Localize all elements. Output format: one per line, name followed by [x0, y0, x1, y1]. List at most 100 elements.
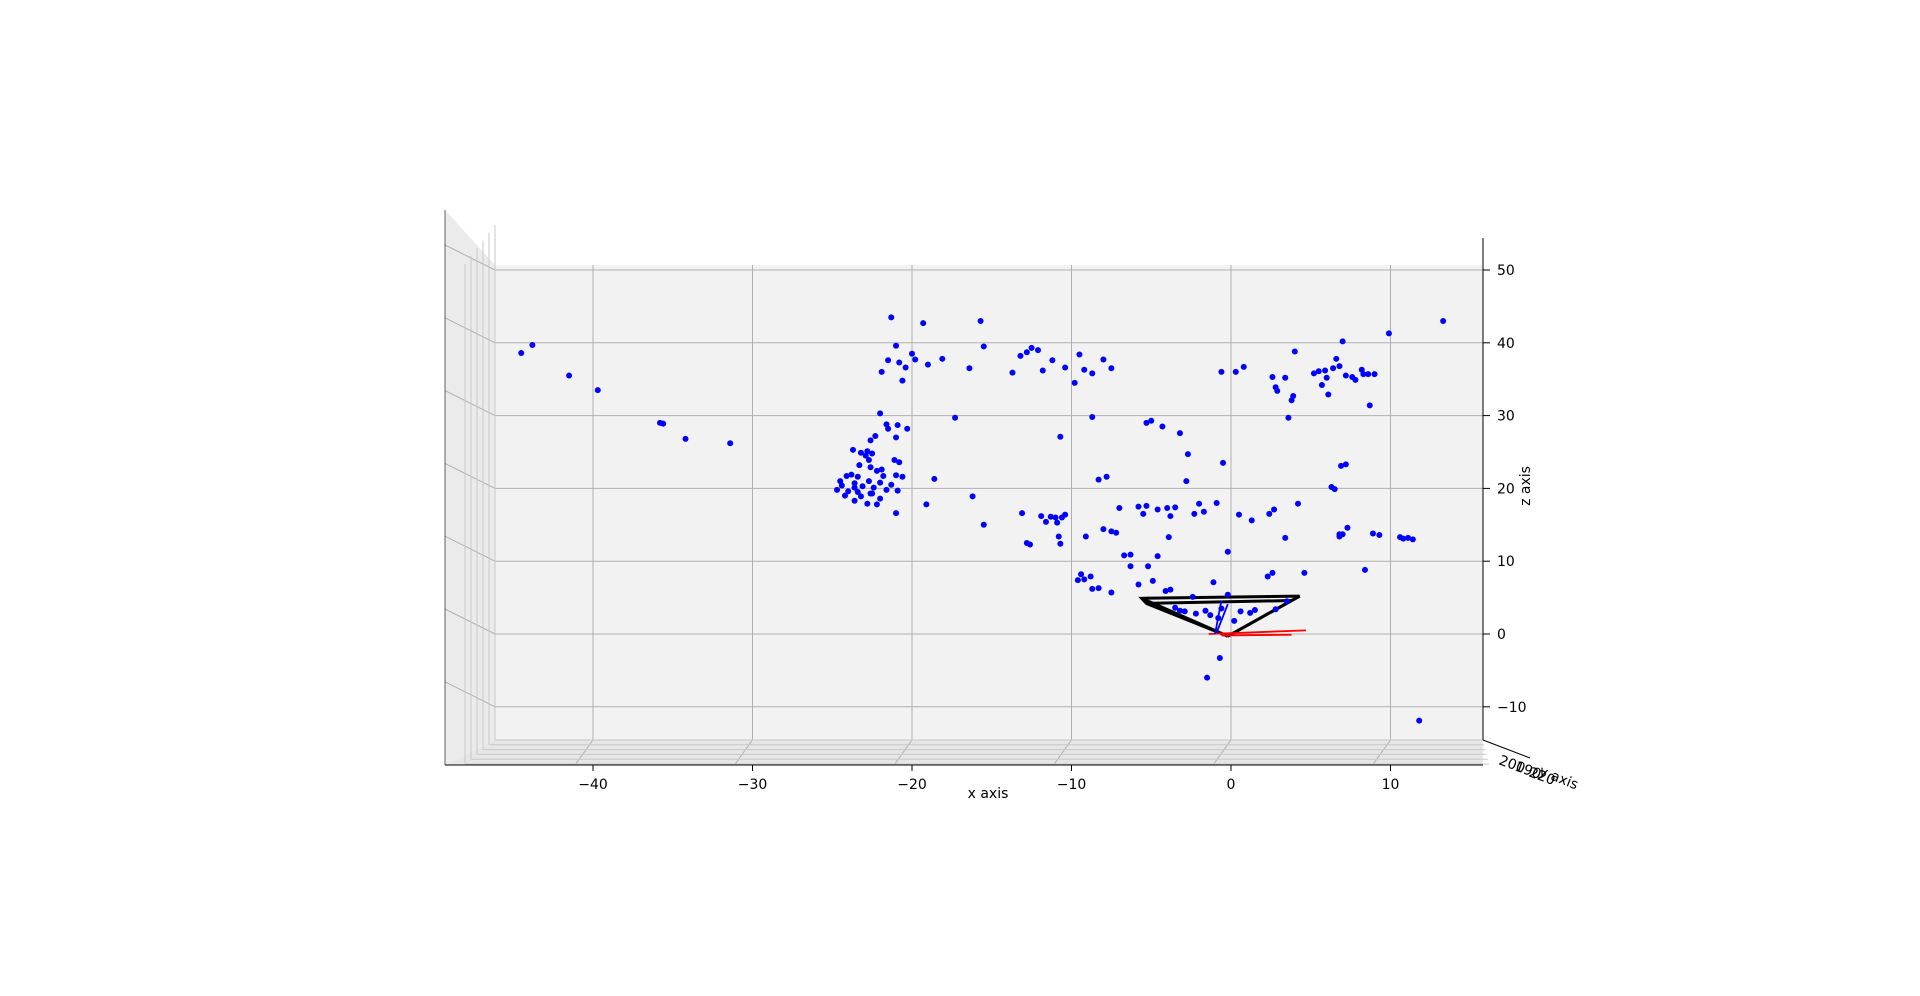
data-point	[1143, 419, 1150, 426]
data-point	[518, 349, 525, 356]
data-point	[1269, 374, 1276, 381]
data-point	[1251, 606, 1258, 613]
data-point	[1371, 371, 1378, 378]
data-point	[1108, 528, 1115, 535]
data-point	[902, 364, 909, 371]
x-tick-label: −10	[1057, 777, 1087, 793]
data-point	[1081, 366, 1088, 373]
data-point	[1237, 608, 1244, 615]
x-tick-label: −40	[578, 777, 608, 793]
data-point	[920, 320, 927, 327]
data-point	[1318, 382, 1325, 389]
data-point	[1336, 363, 1343, 370]
z-side-grid-line	[444, 462, 496, 489]
data-point	[893, 510, 900, 517]
z-side-grid-line	[444, 535, 496, 562]
data-point	[1049, 357, 1056, 364]
data-point	[842, 492, 849, 499]
x-tick-label: −20	[897, 777, 927, 793]
data-point	[1220, 459, 1227, 466]
data-point	[893, 342, 900, 349]
data-point	[869, 490, 876, 497]
data-point	[859, 483, 866, 490]
data-point	[1315, 368, 1322, 375]
data-point	[899, 377, 906, 384]
z-side-grid-line	[444, 608, 496, 635]
z-side-grid-line	[444, 681, 496, 708]
data-point	[1224, 548, 1231, 555]
data-point	[1247, 609, 1254, 616]
z-axis-label: z axis	[1518, 466, 1534, 506]
data-point	[1089, 585, 1096, 592]
data-point	[1360, 371, 1367, 378]
z-side-grid-line	[444, 244, 496, 271]
data-point	[1338, 462, 1345, 469]
data-point	[1240, 363, 1247, 370]
data-point	[1009, 369, 1016, 376]
camera-axis-line	[1221, 633, 1292, 637]
data-point	[1339, 531, 1346, 538]
data-point	[872, 432, 879, 439]
z-side-grid-line	[444, 317, 496, 344]
data-point	[1143, 502, 1150, 509]
data-point	[865, 478, 872, 485]
data-point	[1342, 372, 1349, 379]
x-floor-grid-line	[574, 739, 594, 766]
data-point	[851, 484, 858, 491]
data-point	[1282, 534, 1289, 541]
data-point	[1071, 379, 1078, 386]
axis-lines	[444, 210, 1531, 771]
data-point	[1054, 519, 1061, 526]
data-point	[1274, 387, 1281, 394]
data-point	[1100, 526, 1107, 533]
data-point	[851, 497, 858, 504]
data-point	[848, 471, 855, 478]
data-point	[1352, 376, 1359, 383]
data-point	[1038, 513, 1045, 520]
camera-axis-line	[1215, 603, 1229, 633]
data-point	[864, 500, 871, 507]
data-point	[1361, 566, 1368, 573]
data-point	[1108, 589, 1115, 596]
data-point	[880, 473, 887, 480]
data-point	[888, 481, 895, 488]
x-floor-grid-line	[1372, 739, 1391, 766]
data-point	[969, 493, 976, 500]
data-point	[1167, 513, 1174, 520]
data-point	[1184, 451, 1191, 458]
data-point	[877, 479, 884, 486]
data-point	[1027, 541, 1034, 548]
data-point	[885, 425, 892, 432]
data-point	[1047, 513, 1054, 520]
data-point	[1271, 506, 1278, 513]
data-point	[1405, 534, 1412, 541]
data-point	[1164, 505, 1171, 512]
data-point	[1108, 365, 1115, 372]
data-point	[893, 472, 900, 479]
data-point	[980, 343, 987, 350]
data-point	[1140, 510, 1147, 517]
data-point	[1202, 607, 1209, 614]
data-point	[1176, 430, 1183, 437]
data-point	[682, 435, 689, 442]
data-point	[1323, 374, 1330, 381]
z-tick-label: 40	[1497, 336, 1515, 352]
data-point	[1035, 347, 1042, 354]
data-point	[1062, 511, 1069, 518]
data-point	[1113, 529, 1120, 536]
data-point	[1301, 569, 1308, 576]
z-tick-label: 50	[1497, 263, 1515, 279]
data-point	[1135, 503, 1142, 510]
data-point	[1218, 605, 1225, 612]
data-point	[1365, 371, 1372, 378]
data-point	[1283, 598, 1290, 605]
data-point	[891, 457, 898, 464]
z-tick-label: 30	[1497, 409, 1515, 425]
data-point	[1339, 338, 1346, 345]
grid-lines	[444, 225, 1489, 766]
data-point	[867, 464, 874, 471]
data-point	[1135, 581, 1142, 588]
data-point	[873, 467, 880, 474]
data-point	[1189, 593, 1196, 600]
